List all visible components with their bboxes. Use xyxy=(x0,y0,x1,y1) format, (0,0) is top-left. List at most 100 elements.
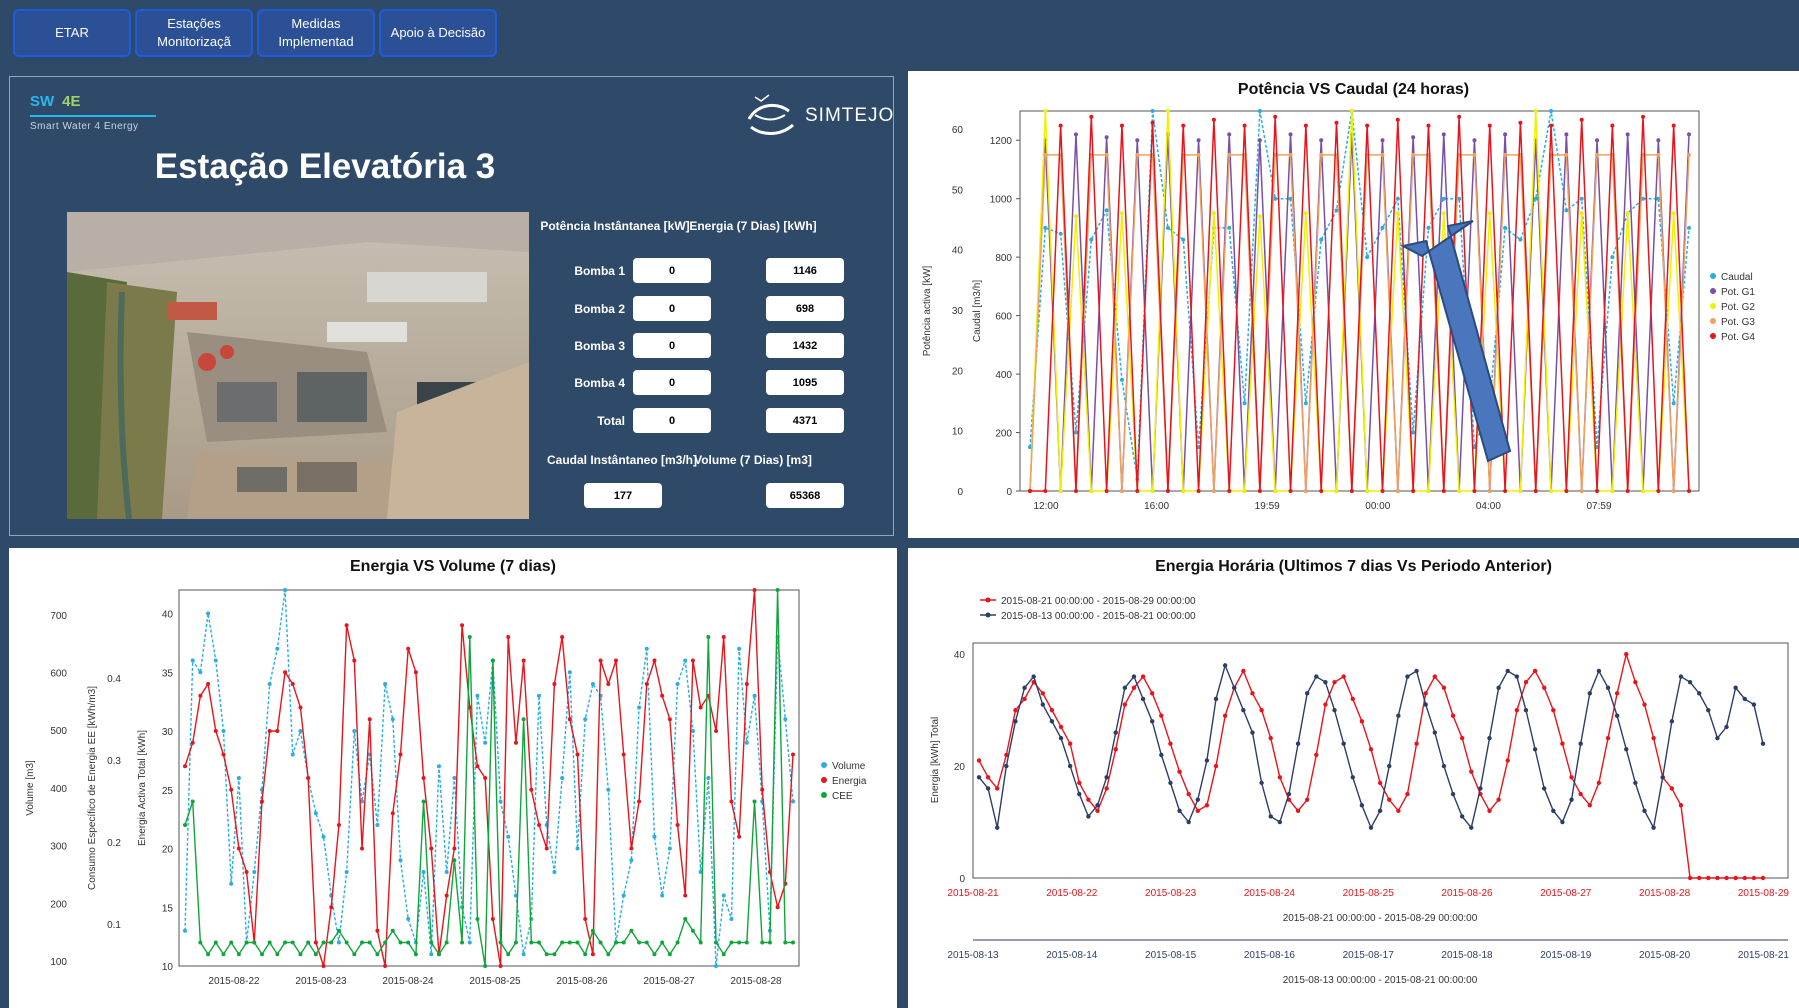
y-axis-title: Energia [kWh] Total xyxy=(930,717,941,804)
data-point xyxy=(483,964,488,968)
x-tick-label: 04:00 xyxy=(1476,501,1501,512)
data-point xyxy=(1533,109,1538,113)
data-point xyxy=(1450,791,1456,797)
data-point xyxy=(506,952,511,957)
data-point xyxy=(637,799,642,804)
data-point xyxy=(1113,747,1118,752)
y-axis-title: Caudal [m3/h] xyxy=(972,280,983,342)
data-point xyxy=(206,952,211,957)
data-point xyxy=(206,682,211,686)
data-point xyxy=(1319,152,1324,157)
data-point xyxy=(1595,445,1600,450)
data-point xyxy=(575,846,580,851)
data-point xyxy=(1073,132,1078,137)
header-instant-power: Potência Instântanea [kW] xyxy=(540,219,690,233)
data-point xyxy=(652,658,657,663)
data-point xyxy=(1595,152,1600,157)
energy-bomba-3: 1432 xyxy=(766,333,844,358)
data-point xyxy=(737,940,742,945)
nav-button-apoio[interactable]: Apoio à Decisão xyxy=(379,9,497,57)
data-point xyxy=(613,658,618,663)
data-point xyxy=(629,928,634,933)
power-bomba-2: 0 xyxy=(633,296,711,321)
data-point xyxy=(198,693,203,698)
y-tick-label: 40 xyxy=(162,610,174,621)
x-tick-label: 2015-08-21 xyxy=(947,888,999,899)
y-tick-label: 20 xyxy=(952,366,964,377)
data-point xyxy=(1213,763,1219,769)
data-point xyxy=(1332,707,1337,713)
data-point xyxy=(306,776,311,780)
data-point xyxy=(421,799,426,804)
data-point xyxy=(590,928,595,933)
data-point xyxy=(1696,691,1702,696)
data-point xyxy=(352,729,357,733)
data-point xyxy=(444,940,449,945)
data-point xyxy=(367,717,372,722)
data-point xyxy=(367,940,372,945)
data-point xyxy=(1564,208,1569,213)
data-point xyxy=(1104,775,1109,780)
data-point xyxy=(352,952,357,957)
plot-area xyxy=(178,589,800,967)
data-point xyxy=(336,928,341,933)
data-point xyxy=(1706,875,1711,881)
data-point xyxy=(1181,237,1186,242)
data-point xyxy=(1288,196,1293,201)
x-tick-label: 2015-08-27 xyxy=(643,976,695,987)
data-point xyxy=(1211,489,1216,493)
data-point xyxy=(1022,696,1027,702)
data-point xyxy=(1242,123,1247,128)
plot-area xyxy=(972,642,1789,879)
data-point xyxy=(498,940,503,945)
data-point xyxy=(206,611,211,616)
data-point xyxy=(1518,120,1523,125)
data-point xyxy=(1751,875,1757,881)
data-point xyxy=(637,940,642,945)
power-flow-chart: 0 200 400 600 800 1000 1200 0 10 20 30 40 50 60 Potênc… xyxy=(922,109,1755,512)
data-point xyxy=(190,740,195,745)
data-point xyxy=(644,646,649,651)
data-point xyxy=(229,787,234,792)
data-point xyxy=(567,717,572,722)
data-point xyxy=(752,693,757,698)
data-point xyxy=(1496,685,1501,690)
legend-marker xyxy=(821,777,827,783)
energy-bomba-2: 698 xyxy=(766,296,844,321)
data-point xyxy=(1426,123,1431,128)
data-point xyxy=(344,940,349,945)
energy-bomba-1: 1146 xyxy=(766,258,844,283)
data-point xyxy=(1341,674,1346,679)
nav-button-medidas[interactable]: Medidas Implementad xyxy=(257,9,375,57)
data-point xyxy=(298,952,303,957)
data-point xyxy=(1441,763,1447,769)
data-point xyxy=(1610,123,1615,128)
data-point xyxy=(221,952,226,957)
data-point xyxy=(1004,752,1009,758)
data-point xyxy=(1414,668,1419,674)
data-point xyxy=(1295,741,1301,746)
data-point xyxy=(637,705,642,710)
y-tick-label: 0 xyxy=(959,874,965,885)
data-point xyxy=(1334,120,1339,125)
header-volume-7days: Volume (7 Dias) [m3] xyxy=(694,453,812,467)
data-point xyxy=(544,952,549,957)
data-point xyxy=(529,787,534,792)
nav-button-etar[interactable]: ETAR xyxy=(13,9,131,57)
data-point xyxy=(421,870,426,874)
data-point xyxy=(1089,114,1094,119)
data-point xyxy=(583,952,588,957)
data-point xyxy=(483,776,488,780)
data-point xyxy=(1411,489,1416,493)
data-point xyxy=(1633,780,1638,786)
data-point xyxy=(1089,237,1094,242)
data-point xyxy=(683,893,688,898)
row-label-total: Total xyxy=(597,414,625,428)
data-point xyxy=(506,635,511,639)
data-point xyxy=(714,964,719,968)
nav-button-estacoes[interactable]: Estações Monitorizaçã xyxy=(135,9,253,57)
data-point xyxy=(729,940,734,945)
data-point xyxy=(236,846,241,851)
legend-marker xyxy=(985,612,991,618)
y-tick-label: 400 xyxy=(995,370,1012,381)
